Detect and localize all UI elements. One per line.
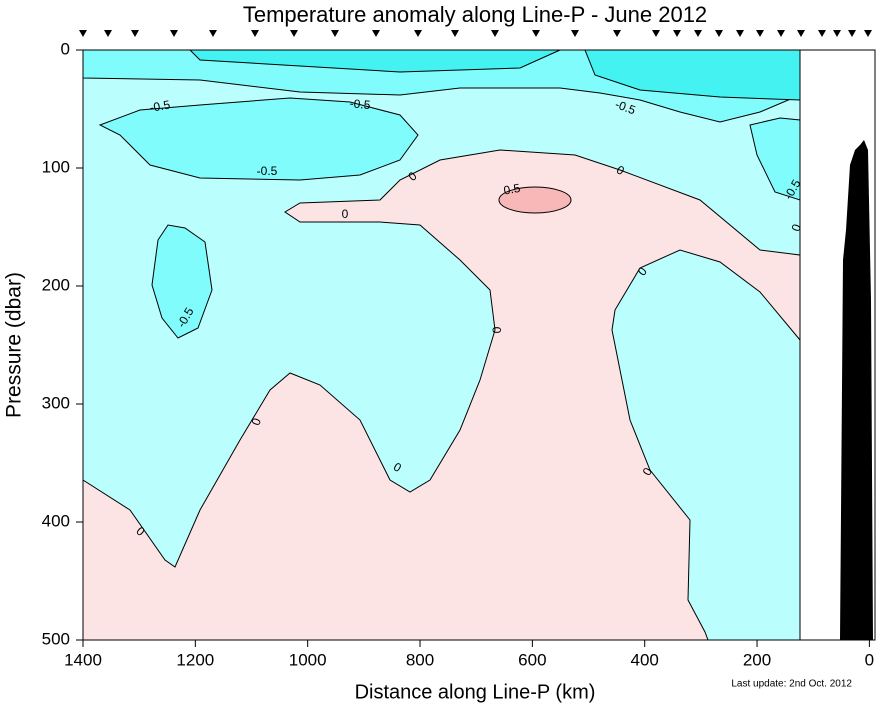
x-tick-label: 1400	[64, 650, 102, 669]
region-cyan	[611, 249, 801, 641]
contour-label: 0	[342, 207, 349, 221]
chart-title: Temperature anomaly along Line-P - June …	[243, 2, 707, 27]
region-cyan-dark	[151, 224, 213, 339]
x-tick-label: 200	[743, 650, 771, 669]
contour-label: 0	[789, 222, 805, 233]
annotation: Last update: 2nd Oct. 2012	[731, 679, 852, 690]
y-tick-label: 100	[42, 157, 70, 176]
station-markers	[79, 30, 872, 37]
contour-label: 0	[490, 326, 504, 333]
plot-frame	[82, 49, 876, 641]
y-axis-label: Pressure (dbar)	[3, 272, 26, 418]
region-red	[498, 186, 572, 214]
y-tick-label: 300	[42, 393, 70, 412]
x-tick-label: 0	[865, 650, 874, 669]
x-tick-label: 800	[406, 650, 434, 669]
y-tick-label: 400	[42, 511, 70, 530]
contour-label: 0.5	[502, 181, 521, 198]
y-tick-label: 0	[61, 39, 70, 58]
x-tick-label: 1200	[176, 650, 214, 669]
contour-field	[82, 49, 875, 641]
x-tick-label: 1000	[289, 650, 327, 669]
contour-label: -0.5	[257, 164, 278, 178]
contour-label: -0.5	[148, 97, 171, 114]
bathymetry	[840, 140, 873, 640]
x-axis-label: Distance along Line-P (km)	[355, 681, 596, 703]
y-tick-label: 200	[42, 275, 70, 294]
region-cyan-dark	[98, 97, 419, 181]
contour-label: -0.5	[349, 96, 371, 112]
x-tick-label: 400	[631, 650, 659, 669]
y-tick-label: 500	[42, 629, 70, 648]
contour-label: -0.5	[613, 97, 638, 117]
stations	[79, 30, 872, 37]
x-tick-label: 600	[518, 650, 546, 669]
contour-label: 0	[249, 416, 265, 427]
